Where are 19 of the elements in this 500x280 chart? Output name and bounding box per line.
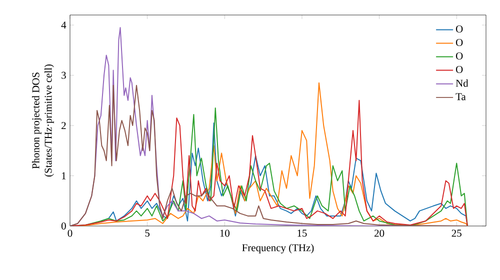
legend-label: Ta	[456, 93, 466, 100]
x-tick-label: 5	[145, 230, 150, 237]
x-tick-label: 20	[374, 230, 384, 237]
x-tick-label: 0	[68, 230, 72, 237]
y-tick-label: 2	[62, 122, 66, 129]
legend-label: O	[456, 66, 463, 73]
legend-label: O	[456, 52, 463, 60]
x-tick-label: 25	[452, 230, 462, 237]
y-axis-title: Phonon projected DOS (States/THz·primitive cell)	[32, 64, 54, 177]
y-tick-label: 1	[62, 172, 66, 180]
x-axis-title: Frequency (THz)	[242, 244, 314, 254]
y-tick-label: 0	[61, 222, 66, 230]
legend-label: Nd	[456, 79, 468, 87]
y-tick-label: 4	[61, 22, 66, 28]
legend-label: O	[456, 26, 463, 33]
x-tick-label: 10	[220, 230, 230, 237]
y-tick-label: 3	[62, 72, 66, 79]
legend-label: O	[456, 38, 463, 46]
x-tick-label: 15	[298, 230, 307, 237]
